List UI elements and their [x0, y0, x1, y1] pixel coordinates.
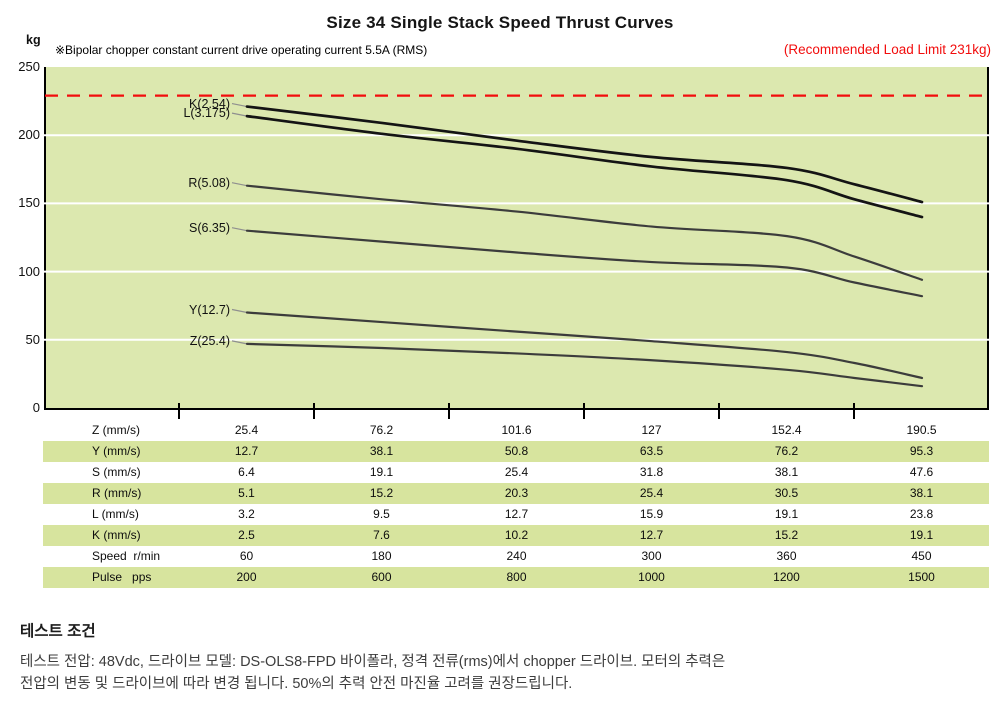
row-label: K (mm/s)	[92, 528, 141, 542]
table-cell: 200	[236, 570, 257, 584]
table-cell: 76.2	[369, 423, 394, 437]
curve-y	[245, 311, 924, 380]
table-row-3: S (mm/s) 6.4 19.1 25.4 31.8 38.1 47.6	[43, 462, 989, 483]
row-label: R (mm/s)	[92, 486, 142, 500]
table-cell: 38.1	[909, 486, 934, 500]
table-cell: 76.2	[774, 444, 799, 458]
leader-line-s	[231, 227, 248, 232]
table-cell: 240	[506, 549, 527, 563]
row-label: L (mm/s)	[92, 507, 139, 521]
row-label: S (mm/s)	[92, 465, 141, 479]
table-cell: 19.1	[909, 528, 934, 542]
table-cell: 6.4	[238, 465, 255, 479]
leader-line-y	[231, 308, 248, 314]
table-cell: 1500	[908, 570, 935, 584]
leader-line-k	[231, 102, 248, 108]
table-cell: 10.2	[504, 528, 529, 542]
test-conditions-text-line1: 테스트 전압: 48Vdc, 드라이브 모델: DS-OLS8-FPD 바이폴라…	[20, 654, 726, 670]
table-cell: 360	[776, 549, 797, 563]
y-tick-250: 250	[18, 59, 40, 74]
curve-z	[245, 342, 924, 388]
curve-label-k: K(2.54)	[189, 96, 230, 111]
table-cell: 7.6	[373, 528, 390, 542]
table-cell: 12.7	[504, 507, 529, 521]
table-row-2: Y (mm/s) 12.7 38.1 50.8 63.5 76.2 95.3	[43, 441, 989, 462]
table-cell: 38.1	[369, 444, 394, 458]
y-tick-200: 200	[18, 127, 40, 143]
table-row-6: K (mm/s) 2.5 7.6 10.2 12.7 15.2 19.1	[43, 525, 989, 546]
y-tick-150: 150	[18, 195, 40, 211]
table-cell: 12.7	[234, 444, 259, 458]
table-cell: 25.4	[504, 465, 529, 479]
table-cell: 3.2	[238, 507, 255, 521]
curve-l	[245, 114, 924, 219]
table-cell: 300	[641, 549, 662, 563]
table-cell: 127	[641, 423, 662, 437]
table-cell: 25.4	[234, 423, 259, 437]
curve-s	[245, 229, 924, 298]
table-cell: 50.8	[504, 444, 529, 458]
table-cell: 12.7	[639, 528, 664, 542]
chart-title: Size 34 Single Stack Speed Thrust Curves	[326, 13, 674, 32]
leader-line-z	[231, 340, 248, 345]
table-cell: 19.1	[774, 507, 799, 521]
table-row-8: Pulse pps 200 600 800 1000 1200 1500	[43, 567, 989, 588]
curve-r	[245, 184, 924, 281]
table-cell: 9.5	[373, 507, 390, 521]
drive-condition-subtitle: ※Bipolar chopper constant current drive …	[55, 43, 428, 57]
curve-label-s: S(6.35)	[189, 220, 230, 235]
recommended-load-limit-note: (Recommended Load Limit 231kg)	[783, 42, 991, 57]
curve-label-z: Z(25.4)	[189, 333, 230, 348]
table-cell: 20.3	[504, 486, 529, 500]
table-row-5: L (mm/s) 3.2 9.5 12.7 15.9 19.1 23.8	[43, 504, 989, 525]
y-axis-unit-label: kg	[26, 33, 41, 47]
table-cell: 800	[506, 570, 527, 584]
table-cell: 60	[239, 549, 254, 563]
y-tick-0: 0	[32, 400, 40, 415]
table-cell: 30.5	[774, 486, 799, 500]
table-cell: 15.2	[774, 528, 799, 542]
table-cell: 152.4	[771, 423, 802, 437]
table-cell: 95.3	[909, 444, 934, 458]
speed-data-table: Z (mm/s) 25.4 76.2 101.6 127 152.4 190.5 Y (mm/…	[43, 420, 989, 588]
row-label: Z (mm/s)	[92, 423, 140, 437]
table-cell: 450	[911, 549, 932, 563]
table-cell: 190.5	[906, 423, 937, 437]
table-cell: 1000	[638, 570, 665, 584]
y-tick-50: 50	[25, 331, 40, 347]
curve-label-l: L(3.175)	[183, 106, 230, 121]
row-label: Speed r/min	[92, 549, 161, 563]
row-label: Y (mm/s)	[92, 444, 141, 458]
table-cell: 15.2	[369, 486, 394, 500]
test-conditions-heading: 테스트 조건	[20, 623, 96, 640]
table-cell: 23.8	[909, 507, 934, 521]
table-cell: 47.6	[909, 465, 934, 479]
table-cell: 19.1	[369, 465, 394, 479]
curve-k	[245, 105, 924, 204]
table-cell: 38.1	[774, 465, 799, 479]
table-cell: 1200	[773, 570, 800, 584]
table-cell: 2.5	[238, 528, 255, 542]
row-label: Pulse pps	[92, 570, 152, 584]
test-conditions-text-line2: 전압의 변동 및 드라이브에 따라 변경 됩니다. 50%의 추력 안전 마진율…	[20, 676, 573, 692]
table-row-1: Z (mm/s) 25.4 76.2 101.6 127 152.4 190.5	[43, 420, 989, 441]
table-cell: 31.8	[639, 465, 664, 479]
table-cell: 180	[371, 549, 392, 563]
table-cell: 25.4	[639, 486, 664, 500]
table-cell: 5.1	[238, 486, 255, 500]
leader-line-r	[231, 182, 248, 187]
leader-line-l	[231, 112, 248, 117]
curve-label-y: Y(12.7)	[189, 302, 230, 317]
curve-label-r: R(5.08)	[188, 175, 230, 190]
table-row-7: Speed r/min 60 180 240 300 360 450	[43, 546, 989, 567]
table-cell: 15.9	[639, 507, 664, 521]
curves-svg	[44, 94, 989, 419]
y-tick-100: 100	[18, 263, 40, 279]
table-row-4: R (mm/s) 5.1 15.2 20.3 25.4 30.5 38.1	[43, 483, 989, 504]
table-cell: 600	[371, 570, 392, 584]
table-cell: 63.5	[639, 444, 664, 458]
table-cell: 101.6	[501, 423, 532, 437]
